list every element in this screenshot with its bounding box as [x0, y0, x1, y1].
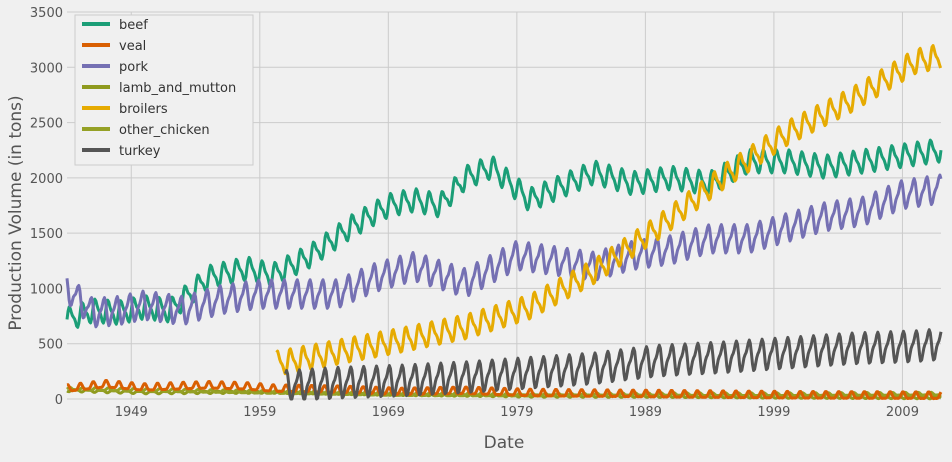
series-lines: [65, 44, 943, 401]
legend-box: [74, 14, 254, 166]
legend-label-turkey: turkey: [119, 144, 161, 159]
series-line-veal: [66, 379, 943, 401]
x-tick-label: 2009: [886, 405, 919, 420]
legend-label-pork: pork: [119, 60, 149, 75]
series-line-turkey: [284, 328, 943, 401]
y-tick-label: 2500: [30, 117, 63, 132]
y-tick-label: 0: [55, 393, 63, 408]
y-tick-label: 3500: [30, 6, 63, 21]
legend-label-lamb_and_mutton: lamb_and_mutton: [119, 81, 236, 96]
series-line-other_chicken: [66, 385, 942, 398]
legend: beef veal pork lamb_and_mutton broilers other…: [74, 14, 254, 166]
series-line-broilers: [275, 44, 943, 376]
x-tick-label: 1949: [115, 405, 148, 420]
series-line-beef: [65, 138, 943, 329]
y-tick-label: 1000: [30, 282, 63, 297]
legend-label-beef: beef: [119, 18, 148, 33]
y-tick-labels: 0 500 1000 1500 2000 2500 3000 3500: [30, 6, 63, 408]
x-tick-labels: 1949 1959 1969 1979 1989 1999 2009: [115, 405, 919, 420]
y-tick-label: 2000: [30, 172, 63, 187]
y-axis-title: Production Volume (in tons): [6, 95, 26, 330]
x-tick-label: 1989: [629, 405, 662, 420]
series-line-pork: [65, 173, 943, 329]
x-tick-label: 1979: [500, 405, 533, 420]
legend-label-veal: veal: [119, 39, 146, 54]
y-tick-label: 3000: [30, 61, 63, 76]
x-tick-label: 1999: [757, 405, 790, 420]
legend-label-broilers: broilers: [119, 102, 168, 117]
x-axis-title: Date: [484, 433, 525, 453]
y-tick-label: 500: [38, 338, 63, 353]
x-tick-label: 1959: [243, 405, 276, 420]
y-tick-label: 1500: [30, 227, 63, 242]
x-tick-label: 1969: [372, 405, 405, 420]
legend-label-other_chicken: other_chicken: [119, 123, 210, 138]
